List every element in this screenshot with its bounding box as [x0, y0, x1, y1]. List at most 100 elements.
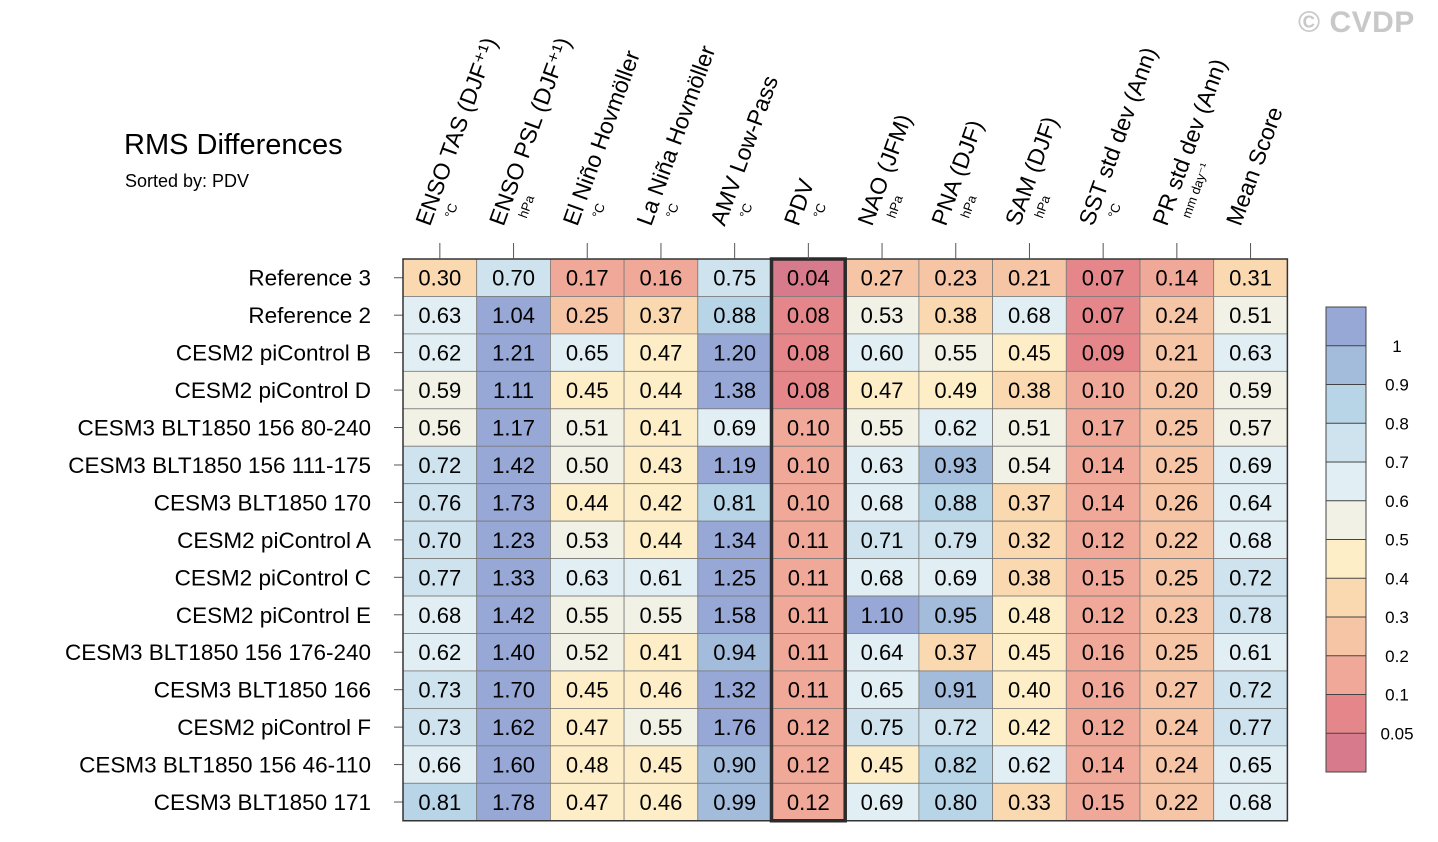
heatmap-cell: [844, 745, 920, 784]
heatmap-cell: [918, 333, 994, 372]
heatmap-cell: [697, 296, 772, 335]
heatmap-cell: [918, 782, 994, 822]
cell-value: 0.82: [934, 753, 977, 778]
cell-value: 0.65: [1229, 753, 1272, 778]
heatmap-cell: [402, 745, 478, 784]
heatmap-cell: [1213, 333, 1288, 372]
cell-value: 0.60: [861, 341, 904, 366]
column-header: ENSO TAS (DJF⁺¹): [410, 34, 502, 229]
heatmap-cell: [476, 483, 551, 522]
cell-value: 0.07: [1082, 266, 1125, 291]
cell-value: 0.12: [1082, 603, 1125, 628]
cell-value: 0.22: [1155, 790, 1198, 815]
cell-value: 0.62: [418, 640, 461, 665]
cell-value: 0.69: [1229, 453, 1272, 478]
column-unit: °C: [736, 201, 755, 220]
cell-value: 0.68: [861, 565, 904, 590]
cell-value: 0.65: [861, 678, 904, 703]
heatmap-cell: [1139, 445, 1215, 485]
cell-value: 0.11: [788, 678, 829, 703]
heatmap-cell: [402, 595, 478, 634]
heatmap-cell: [844, 296, 920, 335]
cell-value: 0.17: [566, 266, 609, 291]
cell-value: 0.20: [1155, 378, 1198, 403]
heatmap-cell: [992, 408, 1067, 447]
heatmap-cell: [771, 595, 846, 634]
heatmap-cell: [844, 333, 920, 372]
column-unit: °C: [1105, 201, 1124, 220]
cell-value: 0.37: [934, 640, 977, 665]
cell-value: 0.56: [418, 416, 461, 441]
cell-value: 1.40: [492, 640, 535, 665]
row-label: CESM2 piControl E: [176, 603, 371, 628]
cell-value: 0.69: [861, 790, 904, 815]
heatmap-cell: [992, 745, 1067, 784]
heatmap-cell: [476, 670, 551, 709]
cell-value: 0.12: [787, 790, 830, 815]
heatmap-cell: [771, 670, 846, 709]
cell-value: 0.63: [861, 453, 904, 478]
heatmap-cell: [550, 782, 625, 822]
cell-value: 0.12: [787, 715, 830, 740]
heatmap-cell: [476, 333, 551, 372]
column-unit: °C: [589, 201, 608, 220]
heatmap-cell: [918, 708, 994, 747]
column-header: El Niño Hovmöller: [558, 47, 645, 229]
heatmap-cell: [402, 445, 478, 485]
cell-value: 0.41: [640, 416, 683, 441]
heatmap-cell: [918, 296, 994, 335]
colorbar-segment: [1326, 694, 1366, 734]
cell-value: 0.41: [640, 640, 683, 665]
cell-value: 0.55: [640, 603, 683, 628]
cell-value: 0.53: [861, 303, 904, 328]
heatmap-cell: [550, 370, 625, 410]
cell-value: 0.77: [418, 565, 461, 590]
heatmap-cell: [992, 483, 1067, 522]
heatmap-cell: [1139, 520, 1215, 560]
heatmap-cell: [992, 633, 1067, 672]
cell-value: 0.44: [566, 490, 609, 515]
colorbar-border: [1325, 306, 1367, 773]
heatmap-cell: [918, 258, 994, 297]
cell-value: 0.55: [566, 603, 609, 628]
heatmap-cell: [402, 558, 478, 597]
cell-value: 0.68: [1008, 303, 1051, 328]
heatmap-cell: [918, 595, 994, 634]
colorbar-segment: [1326, 617, 1366, 656]
heatmap-cell: [992, 782, 1067, 822]
colorbar-tick-label: 0.3: [1385, 608, 1409, 627]
cell-value: 0.70: [492, 266, 535, 291]
heatmap-cell: [697, 408, 772, 447]
cell-value: 0.47: [640, 341, 683, 366]
heatmap-cell: [476, 296, 551, 335]
cell-value: 0.27: [861, 266, 904, 291]
cell-value: 1.25: [713, 565, 756, 590]
cell-value: 0.42: [640, 490, 683, 515]
heatmap-cell: [771, 708, 846, 747]
column-header: SAM (DJF): [1000, 113, 1063, 229]
heatmap-cell: [623, 558, 699, 597]
cell-value: 1.76: [713, 715, 756, 740]
cell-value: 0.70: [418, 528, 461, 553]
cell-value: 1.04: [492, 303, 535, 328]
heatmap-cell: [1065, 782, 1141, 822]
row-label: CESM3 BLT1850 170: [154, 490, 371, 515]
heatmap-cell: [918, 445, 994, 485]
heatmap-cell: [623, 408, 699, 447]
cell-value: 0.80: [934, 790, 977, 815]
heatmap-cell: [1065, 708, 1141, 747]
heatmap-cell: [550, 445, 625, 485]
heatmap-cell: [476, 520, 551, 560]
heatmap-cell: [402, 483, 478, 522]
cell-value: 0.64: [861, 640, 904, 665]
cell-value: 0.14: [1082, 453, 1125, 478]
cell-value: 0.78: [1229, 603, 1272, 628]
cell-value: 0.69: [713, 416, 756, 441]
cell-value: 0.62: [418, 341, 461, 366]
cell-value: 0.24: [1155, 715, 1198, 740]
cell-value: 0.62: [1008, 753, 1051, 778]
row-label: CESM2 piControl F: [177, 715, 371, 740]
cell-value: 0.11: [788, 528, 829, 553]
cell-value: 0.24: [1155, 753, 1198, 778]
cell-value: 0.79: [934, 528, 977, 553]
